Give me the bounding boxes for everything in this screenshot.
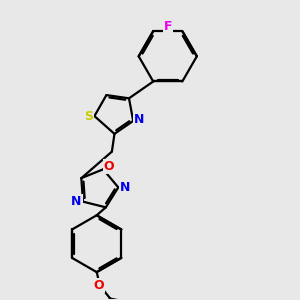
- Text: S: S: [84, 110, 93, 123]
- Text: N: N: [120, 181, 130, 194]
- Text: O: O: [104, 160, 114, 173]
- Text: N: N: [134, 113, 144, 126]
- Text: F: F: [164, 20, 172, 33]
- Text: O: O: [93, 278, 104, 292]
- Text: N: N: [71, 195, 82, 208]
